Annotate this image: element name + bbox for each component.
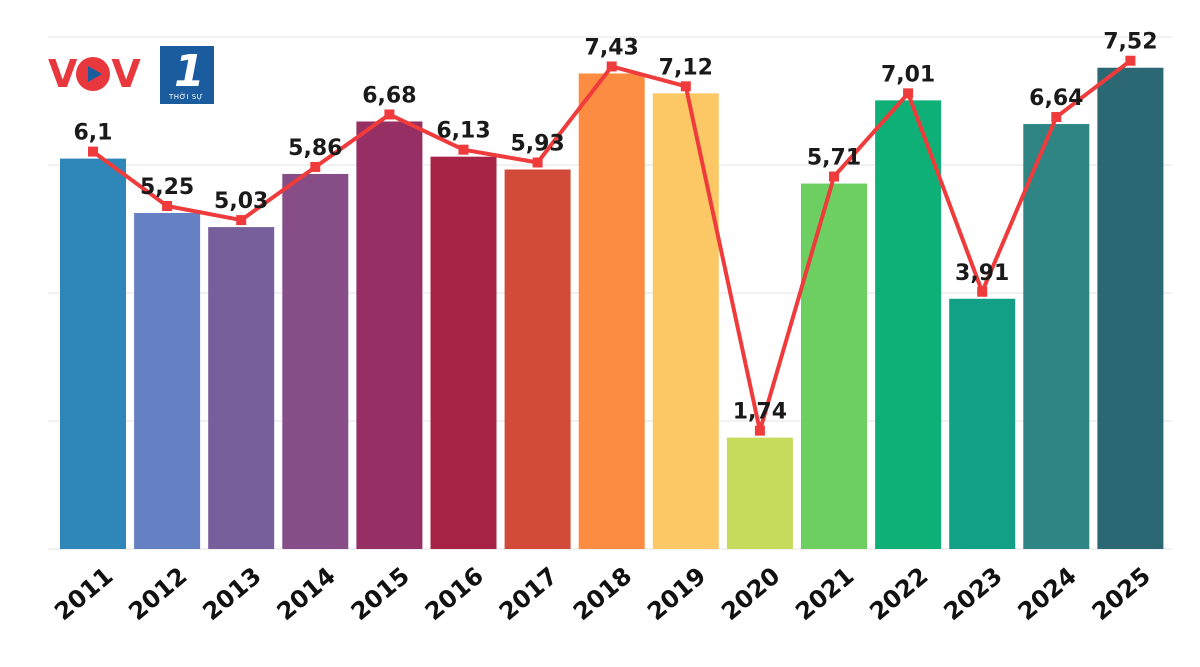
- data-label: 6,68: [362, 83, 416, 108]
- bar: [949, 298, 1016, 549]
- bar: [652, 93, 719, 549]
- bar: [801, 183, 867, 549]
- bars: [60, 67, 1164, 550]
- line-marker: [88, 146, 98, 157]
- channel-number: 1: [174, 46, 205, 97]
- line-marker: [680, 81, 691, 92]
- data-label: 6,1: [74, 121, 113, 146]
- bar: [134, 213, 201, 549]
- line-marker: [458, 144, 469, 155]
- bar: [430, 156, 497, 549]
- line-marker: [236, 215, 247, 226]
- x-tick-label: 2021: [790, 562, 859, 626]
- bar: [208, 227, 275, 549]
- data-label: 5,93: [510, 131, 564, 156]
- x-tick-label: 2012: [123, 562, 192, 626]
- x-tick-label: 2025: [1087, 562, 1156, 626]
- data-label: 7,01: [881, 62, 935, 87]
- x-tick-label: 2011: [49, 562, 118, 626]
- bar: [875, 100, 942, 550]
- bar: [282, 173, 349, 549]
- line-marker: [606, 61, 617, 72]
- data-label: 5,03: [214, 189, 268, 214]
- data-label: 3,91: [955, 261, 1009, 286]
- data-labels: 6,1 5,25 5,03 5,86 6,68 6,13 5,93 7,43 7,12 1,74 5…: [74, 30, 1158, 425]
- bar: [356, 121, 423, 549]
- bar: [1097, 67, 1164, 549]
- x-tick-label: 2023: [938, 562, 1007, 626]
- line-marker: [829, 171, 839, 182]
- line-marker: [754, 425, 765, 436]
- data-label: 5,71: [807, 146, 861, 171]
- bar: [504, 169, 571, 550]
- x-tick-label: 2020: [716, 562, 785, 626]
- bar: [1023, 124, 1090, 549]
- x-tick-labels: 2011 2012 2013 2014 2015 2016 2017 2018 2019 2020…: [49, 562, 1156, 626]
- data-label: 1,74: [733, 400, 787, 425]
- x-tick-label: 2015: [346, 562, 415, 626]
- x-tick-label: 2016: [420, 562, 489, 626]
- bar: [726, 437, 793, 549]
- x-tick-label: 2017: [494, 562, 563, 626]
- x-tick-label: 2018: [568, 562, 637, 626]
- x-tick-label: 2022: [864, 562, 933, 626]
- x-tick-label: 2013: [197, 562, 266, 626]
- line-marker: [903, 88, 914, 99]
- line-marker: [1125, 55, 1136, 66]
- play-icon: [76, 57, 111, 91]
- x-tick-label: 2019: [642, 562, 711, 626]
- bar: [578, 73, 645, 549]
- data-label: 7,12: [659, 55, 713, 80]
- data-label: 5,25: [140, 175, 194, 200]
- data-label: 7,43: [585, 35, 639, 60]
- data-label: 6,13: [436, 119, 490, 144]
- data-label: 6,64: [1029, 86, 1083, 111]
- trend-line: [88, 55, 1136, 436]
- x-tick-label: 2024: [1013, 562, 1082, 626]
- data-label: 5,86: [288, 136, 342, 161]
- line-marker: [977, 286, 988, 297]
- data-label: 7,52: [1103, 30, 1157, 55]
- line-marker: [384, 109, 395, 120]
- x-tick-label: 2014: [272, 562, 341, 626]
- line-marker: [1051, 112, 1062, 123]
- line-marker: [310, 161, 321, 172]
- line-marker: [162, 201, 173, 211]
- channel-subtitle: THỜI SỰ: [169, 93, 204, 101]
- line-marker: [532, 157, 543, 168]
- channel-badge: 1 THỜI SỰ: [160, 46, 214, 104]
- bar: [60, 158, 126, 549]
